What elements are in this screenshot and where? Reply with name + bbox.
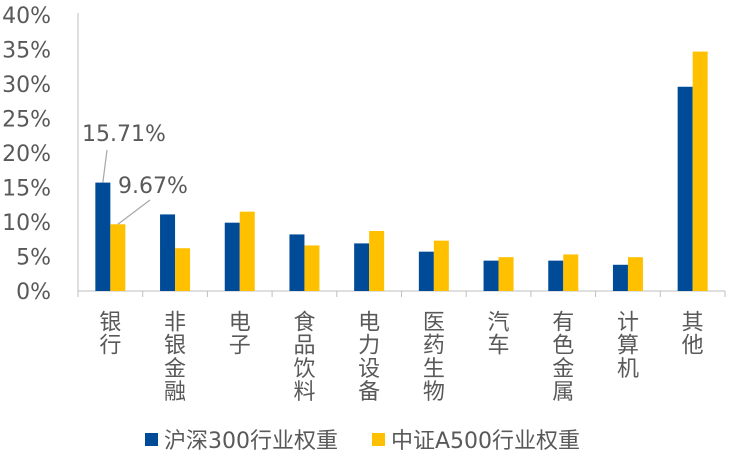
- y-tick-label: 20%: [2, 142, 51, 167]
- legend-item-a500: 中证A500行业权重: [372, 423, 580, 455]
- bar-a500: [692, 51, 708, 291]
- y-axis: 0% 5% 10% 15% 20% 25% 30% 35% 40%: [2, 4, 79, 305]
- annotation-leader-line: [117, 199, 151, 225]
- y-tick-label: 25%: [2, 108, 51, 133]
- bar-hs300: [677, 86, 693, 291]
- x-tick-label: 电子: [229, 311, 251, 359]
- bar-hs300: [289, 234, 305, 291]
- bar-hs300: [160, 214, 176, 291]
- x-tick-labels: 银行 非银金融 电子 食品饮料 电力设备 医药生物 汽车 有色金属 计算机 其他: [99, 311, 703, 405]
- bar-a500: [304, 245, 320, 291]
- annotation-leader-line: [102, 149, 108, 183]
- bar-a500: [433, 240, 449, 291]
- bars: [95, 51, 708, 291]
- y-tick-label: 5%: [16, 246, 51, 271]
- x-tick-label: 银行: [99, 311, 121, 359]
- annotation-label: 15.71%: [82, 122, 166, 147]
- bar-a500: [369, 230, 385, 291]
- bar-a500: [498, 257, 514, 291]
- legend-swatch-hs300: [145, 432, 158, 446]
- bar-a500: [110, 224, 126, 291]
- bar-a500: [239, 211, 255, 291]
- bar-hs300: [612, 264, 628, 291]
- bar-a500: [563, 254, 579, 291]
- legend-item-hs300: 沪深300行业权重: [145, 423, 338, 455]
- x-tick-label: 医药生物: [423, 311, 445, 405]
- bar-hs300: [354, 243, 370, 291]
- y-tick-label: 10%: [2, 211, 51, 236]
- bar-a500: [627, 257, 643, 291]
- bar-hs300: [483, 260, 499, 291]
- x-tick-label: 汽车: [488, 311, 510, 359]
- legend-label-a500: 中证A500行业权重: [391, 429, 581, 454]
- x-tick-label: 计算机: [617, 311, 639, 382]
- legend-swatch-a500: [372, 432, 385, 446]
- x-tick-label: 有色金属: [552, 311, 574, 405]
- y-tick-label: 30%: [2, 73, 51, 98]
- y-tick-label: 40%: [2, 4, 51, 29]
- x-tick-label: 其他: [682, 311, 704, 359]
- y-tick-label: 15%: [2, 177, 51, 202]
- x-tick-label: 电力设备: [358, 311, 380, 405]
- x-tick-label: 食品饮料: [293, 311, 315, 405]
- legend-label-hs300: 沪深300行业权重: [164, 429, 338, 454]
- x-tick-label: 非银金融: [164, 311, 186, 405]
- bar-hs300: [548, 260, 564, 291]
- bar-hs300: [224, 222, 240, 291]
- y-tick-label: 35%: [2, 39, 51, 64]
- annotation-label: 9.67%: [118, 174, 188, 199]
- x-axis: [77, 290, 726, 297]
- bar-hs300: [95, 182, 111, 291]
- y-tick-label: 0%: [16, 280, 51, 305]
- legend: 沪深300行业权重 中证A500行业权重: [145, 424, 614, 454]
- annotations: 15.71% 9.67%: [82, 122, 188, 225]
- bar-a500: [175, 248, 191, 291]
- bar-hs300: [418, 251, 434, 291]
